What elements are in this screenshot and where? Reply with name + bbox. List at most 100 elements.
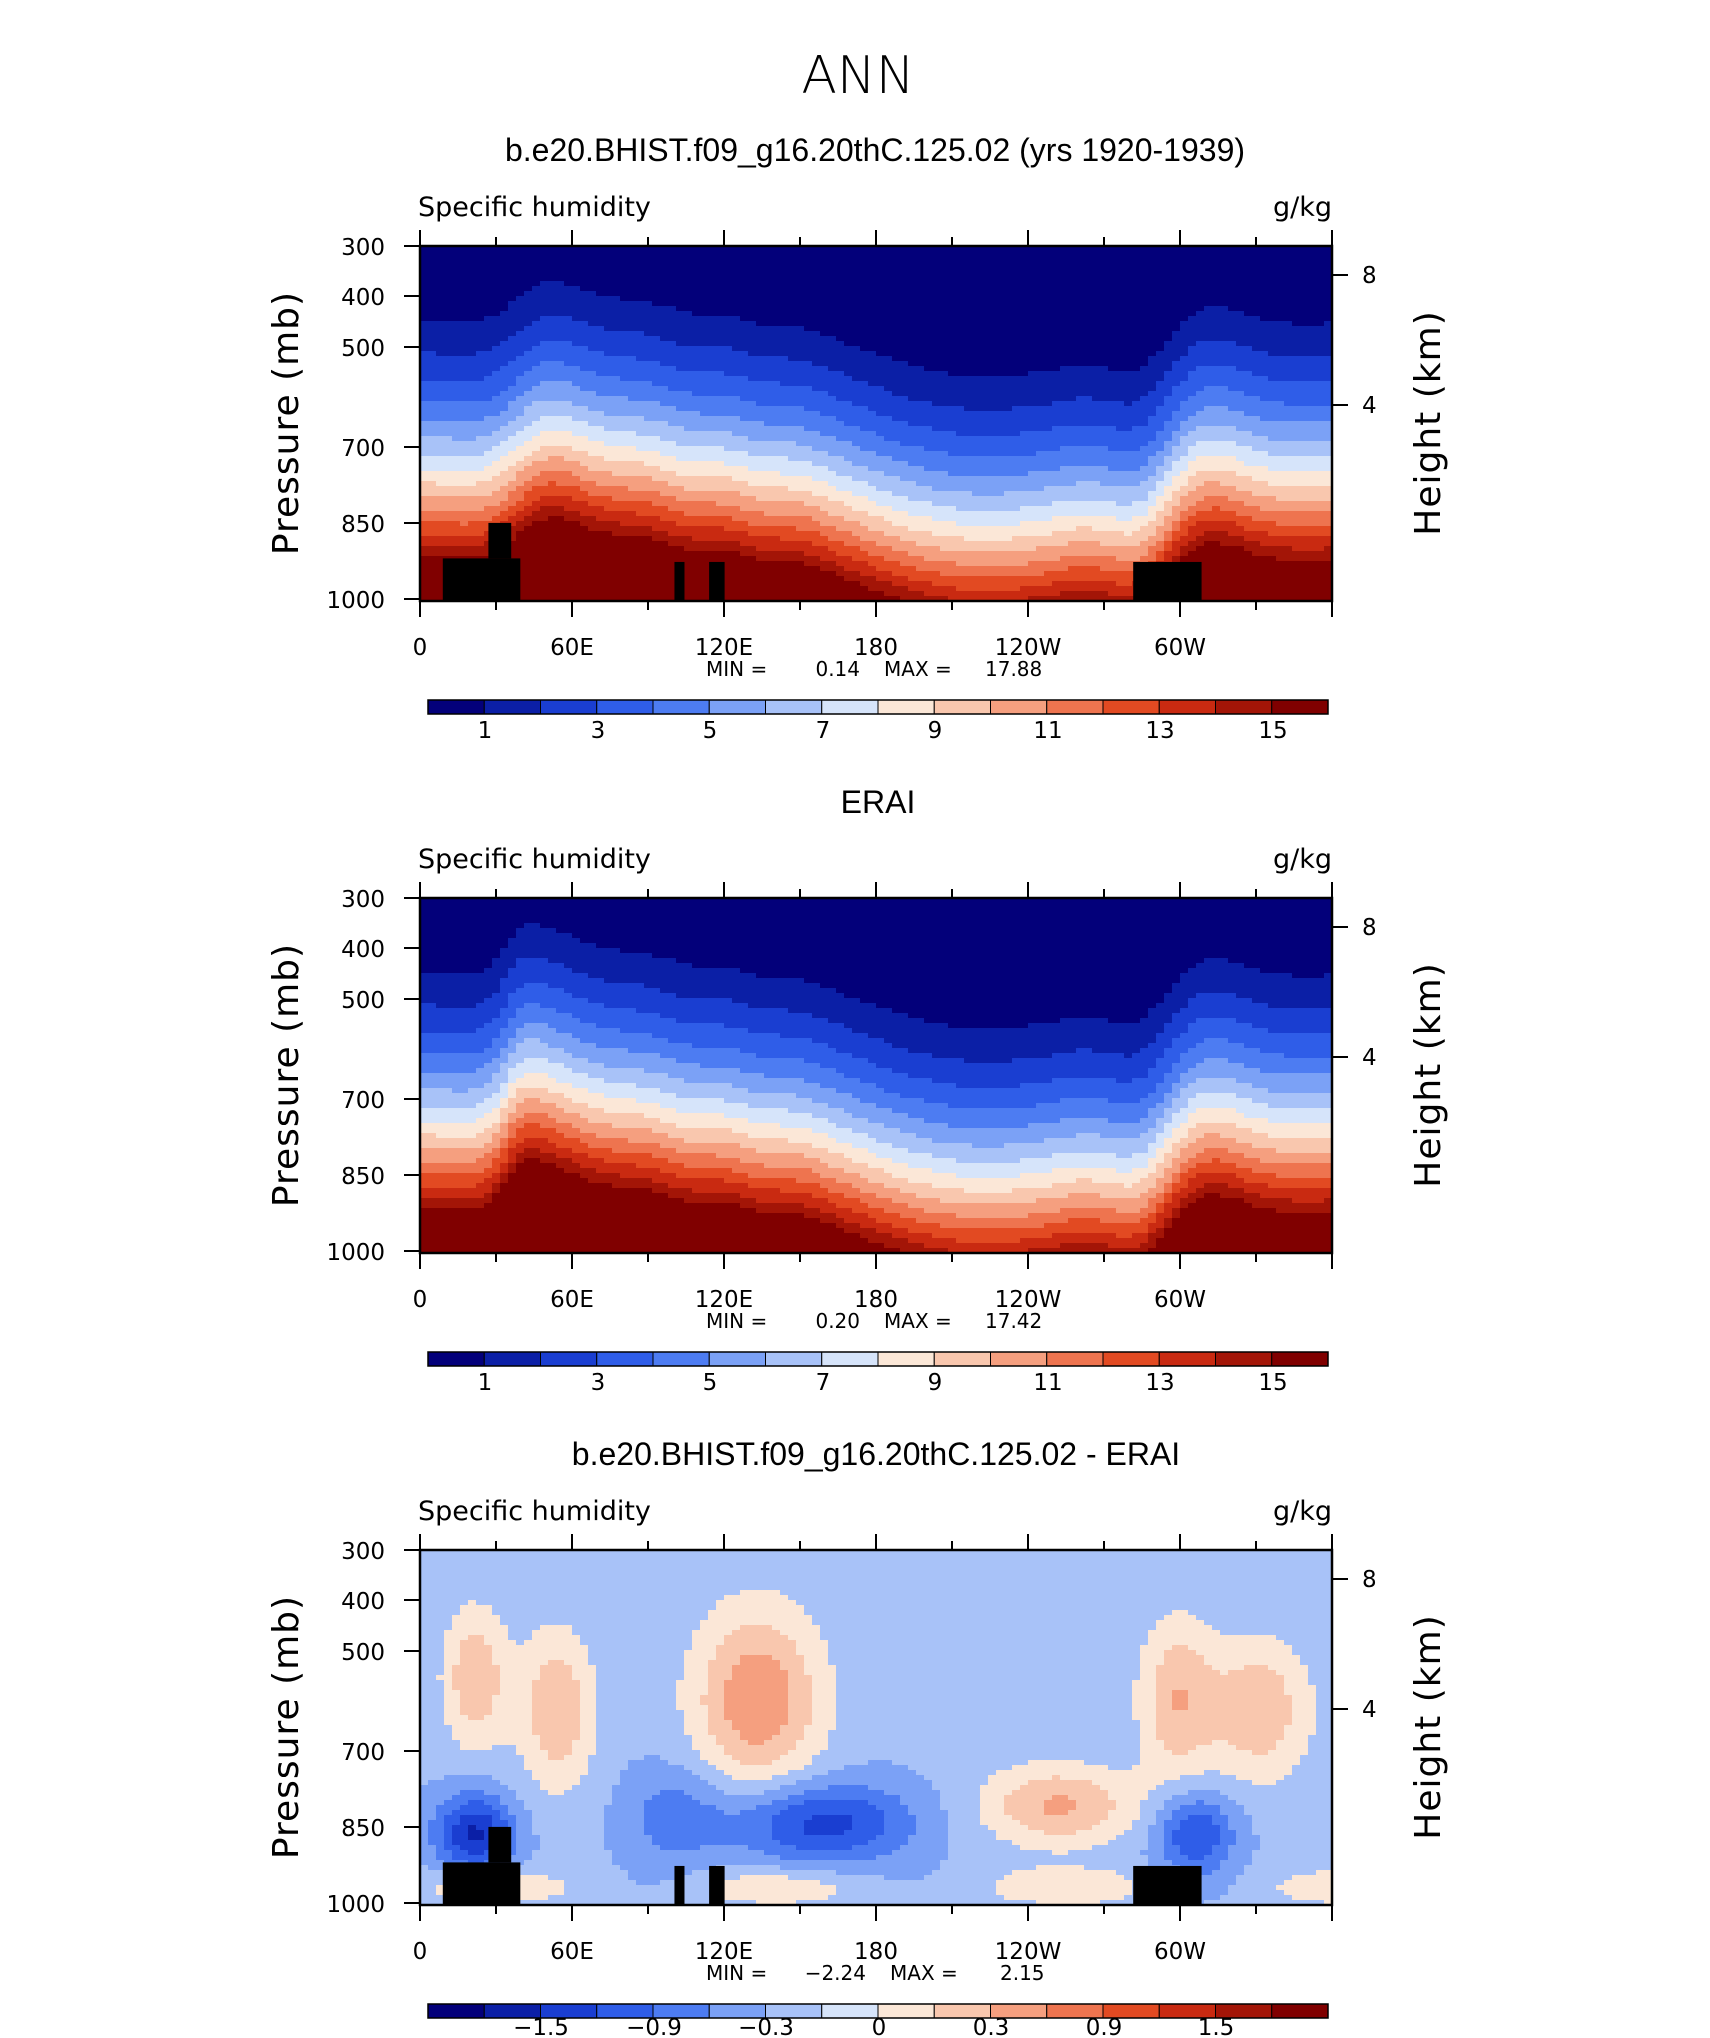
field-cell: [1124, 326, 1133, 332]
field-cell: [836, 426, 845, 432]
field-cell: [444, 426, 453, 432]
field-cell: [1276, 301, 1285, 307]
field-cell: [980, 271, 989, 277]
field-cell: [732, 351, 741, 357]
field-cell: [780, 416, 789, 422]
field-cell: [1316, 271, 1325, 277]
field-cell: [612, 361, 621, 367]
field-cell: [540, 446, 549, 452]
field-cell: [1036, 306, 1045, 312]
field-cell: [764, 256, 773, 262]
field-cell: [1004, 301, 1013, 307]
field-cell: [708, 366, 717, 372]
field-cell: [852, 421, 861, 427]
field-cell: [1228, 341, 1237, 347]
field-cell: [1188, 391, 1197, 397]
field-cell: [492, 266, 501, 272]
field-cell: [740, 421, 749, 427]
field-cell: [828, 411, 837, 417]
field-cell: [700, 351, 709, 357]
field-cell: [1180, 336, 1189, 342]
field-cell: [500, 431, 509, 437]
field-cell: [508, 306, 517, 312]
field-cell: [628, 421, 637, 427]
field-cell: [780, 336, 789, 342]
field-cell: [540, 391, 549, 397]
field-cell: [508, 421, 517, 427]
field-cell: [1284, 351, 1293, 357]
field-cell: [572, 416, 581, 422]
field-cell: [596, 446, 605, 452]
field-cell: [1308, 286, 1317, 292]
field-cell: [764, 456, 773, 462]
field-cell: [724, 461, 733, 467]
field-cell: [444, 321, 453, 327]
field-cell: [892, 451, 901, 457]
field-cell: [636, 376, 645, 382]
field-cell: [812, 376, 821, 382]
field-cell: [620, 316, 629, 322]
field-cell: [804, 266, 813, 272]
field-cell: [804, 261, 813, 267]
field-cell: [1036, 246, 1045, 252]
field-cell: [476, 291, 485, 297]
field-cell: [1092, 276, 1101, 282]
field-cell: [1172, 276, 1181, 282]
field-cell: [1220, 381, 1229, 387]
field-cell: [748, 371, 757, 377]
field-cell: [668, 276, 677, 282]
field-cell: [484, 406, 493, 412]
field-cell: [780, 251, 789, 257]
field-cell: [1156, 311, 1165, 317]
field-cell: [1324, 281, 1333, 287]
field-cell: [1028, 291, 1037, 297]
field-cell: [1300, 421, 1309, 427]
field-cell: [1204, 321, 1213, 327]
field-cell: [908, 411, 917, 417]
field-cell: [852, 461, 861, 467]
field-cell: [900, 356, 909, 362]
field-cell: [764, 301, 773, 307]
field-cell: [820, 301, 829, 307]
field-cell: [420, 246, 429, 252]
field-cell: [1220, 426, 1229, 432]
field-cell: [716, 321, 725, 327]
field-cell: [1324, 421, 1333, 427]
field-cell: [884, 416, 893, 422]
field-cell: [636, 411, 645, 417]
field-cell: [1212, 376, 1221, 382]
field-cell: [1300, 316, 1309, 322]
field-cell: [508, 311, 517, 317]
field-cell: [868, 451, 877, 457]
field-cell: [708, 361, 717, 367]
field-cell: [828, 386, 837, 392]
field-cell: [548, 361, 557, 367]
field-cell: [620, 391, 629, 397]
field-cell: [1084, 401, 1093, 407]
field-cell: [828, 366, 837, 372]
field-cell: [724, 311, 733, 317]
field-cell: [1260, 291, 1269, 297]
field-cell: [588, 411, 597, 417]
field-cell: [1108, 306, 1117, 312]
field-cell: [556, 376, 565, 382]
field-cell: [1020, 336, 1029, 342]
field-cell: [516, 331, 525, 337]
field-cell: [1076, 296, 1085, 302]
field-cell: [1012, 411, 1021, 417]
field-cell: [676, 276, 685, 282]
field-cell: [1204, 371, 1213, 377]
field-cell: [636, 396, 645, 402]
field-cell: [828, 356, 837, 362]
field-cell: [916, 276, 925, 282]
field-cell: [932, 401, 941, 407]
field-cell: [1092, 386, 1101, 392]
field-cell: [748, 276, 757, 282]
field-cell: [740, 291, 749, 297]
field-cell: [652, 246, 661, 252]
field-cell: [548, 246, 557, 252]
field-cell: [788, 286, 797, 292]
field-cell: [684, 326, 693, 332]
field-cell: [940, 351, 949, 357]
field-cell: [484, 256, 493, 262]
